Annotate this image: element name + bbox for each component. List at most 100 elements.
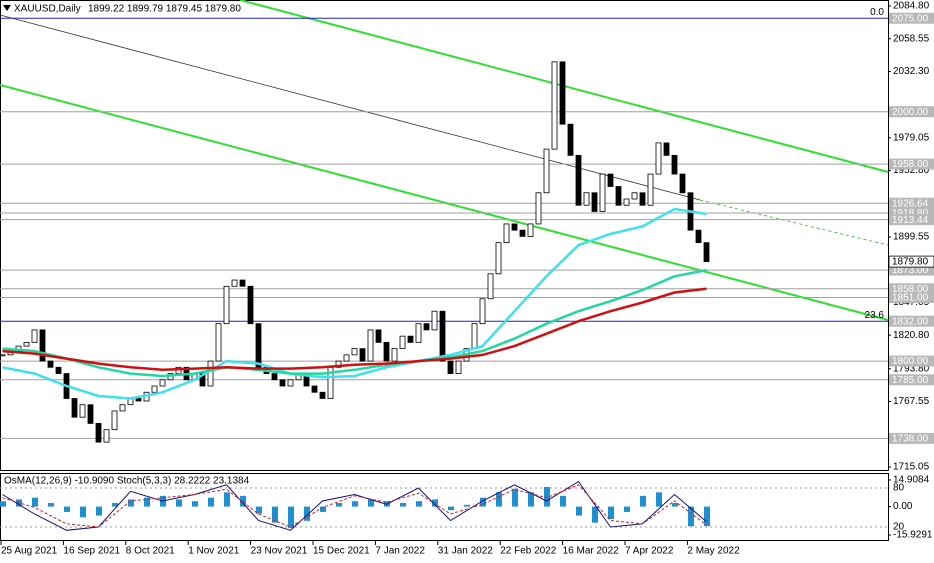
osma-bar [64,506,70,512]
candle [487,273,494,300]
x-tick-label: 31 Jan 2022 [438,546,493,557]
osma-bar [80,506,86,518]
candle [559,61,566,125]
candle [583,192,590,206]
level-label: 2000.00 [892,107,929,118]
candle [407,335,414,343]
level-box [889,432,934,444]
channel-lower [0,84,889,321]
candle [615,186,622,206]
osma-bar [304,506,310,521]
x-tick-label: 1 Nov 2021 [188,546,240,557]
osma-bar [608,506,614,520]
osma-bar [192,501,198,507]
level-label: 1785.00 [892,375,929,386]
candle [695,229,702,244]
candle [287,379,294,387]
candle [103,429,110,443]
osma-bar [256,506,262,514]
osma-bar [688,506,694,527]
moving-average [2,287,707,372]
ohlc-header: 1899.22 1899.79 1879.45 1879.80 [88,4,241,15]
level-box [889,158,934,170]
candle [79,404,86,418]
osma-bar [48,503,54,507]
level-box [889,197,934,209]
y-tick-label: 1767.55 [893,396,930,407]
osma-bar [416,501,422,507]
candle [679,173,686,194]
level-box [889,283,934,295]
candle [399,335,406,350]
osma-bar [448,506,454,511]
level-label: 1858.00 [892,284,929,295]
x-tick-label: 22 Feb 2022 [500,546,557,557]
candle [455,360,462,374]
candle [543,148,550,194]
osma-bar [32,497,38,507]
candle [95,423,102,443]
candle [255,323,262,368]
level-box [889,106,934,118]
x-tick-label: 25 Aug 2021 [1,546,58,557]
osma-tick-label: -15.9291 [893,530,933,541]
candle [223,285,230,325]
osma-bar [368,499,374,507]
candle [0,354,6,357]
candle [431,310,438,331]
osma-bar [224,492,230,507]
osma-bar [208,497,214,507]
candle [71,398,78,418]
trend-line [0,14,701,201]
candle [375,329,382,343]
osma-bar [352,501,358,507]
stoch-tick-label: 20 [893,522,905,533]
osma-bar [144,497,150,507]
candle [319,391,326,399]
level-box [889,374,934,386]
candle [471,323,478,350]
candle [207,360,214,387]
osma-bar [176,499,182,507]
candle [671,154,678,175]
y-tick-label: 1793.80 [893,363,930,374]
osma-bar [128,499,134,507]
candle [23,341,30,347]
candle [271,373,278,381]
osma-bar [432,499,438,507]
candle [367,329,374,362]
level-label: 1879.80 [892,257,929,268]
candle [639,192,646,206]
osma-tick-label: 0.00 [893,501,913,512]
osma-tick-label: 14.9084 [893,475,930,486]
candle [439,310,446,362]
x-tick-label: 16 Mar 2022 [563,546,620,557]
level-label: 1913.44 [892,215,929,226]
candle [607,173,614,187]
x-tick-label: 7 Jan 2022 [375,546,425,557]
osma-bar [288,506,294,528]
candle [599,173,606,212]
candle [111,410,118,431]
osma-bar [672,503,678,507]
candle [591,192,598,212]
candle [359,348,366,362]
osma-bar [112,503,118,507]
candle [663,142,670,156]
header-icon [3,5,11,11]
level-label: 2075.00 [892,13,929,24]
osma-bar [496,492,502,507]
level-label: 1958.00 [892,159,929,170]
candle [151,385,158,393]
moving-average [2,268,707,378]
candle [495,242,502,275]
y-tick-label: 2032.30 [893,66,930,77]
candle [479,298,486,325]
level-box [889,264,934,276]
candle [311,385,318,393]
osma-bar [592,506,598,523]
x-tick-label: 8 Oct 2021 [126,546,175,557]
candle [119,404,126,412]
osma-bar [528,492,534,507]
candle [135,398,142,402]
